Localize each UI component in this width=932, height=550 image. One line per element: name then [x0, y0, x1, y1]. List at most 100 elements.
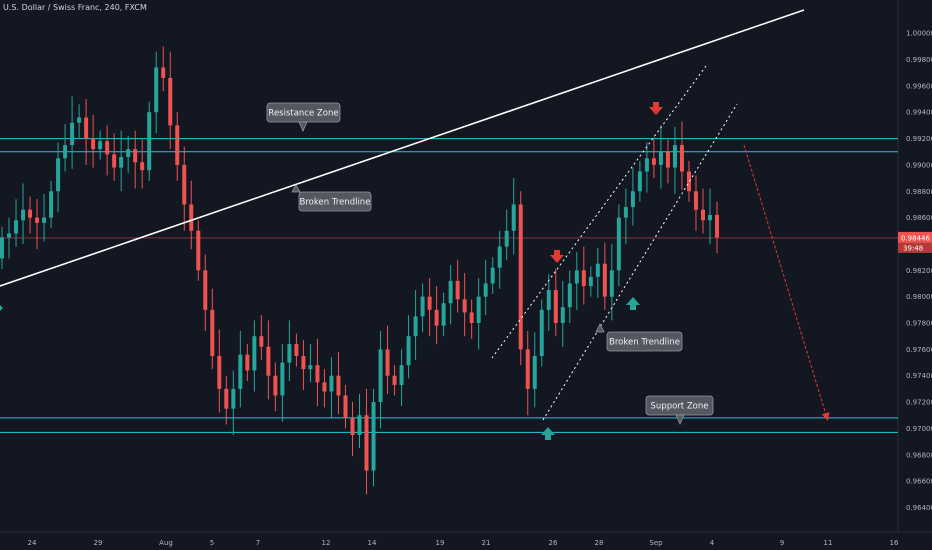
candle-body — [308, 365, 313, 370]
candle-body — [707, 214, 712, 221]
candle-body — [98, 141, 103, 150]
candle-body — [224, 388, 229, 409]
candle-body — [518, 204, 523, 350]
channel-trendline-callout: Broken Trendline — [595, 323, 683, 352]
candle-body — [553, 290, 558, 324]
candle-body — [357, 415, 362, 435]
x-tick-label: 9 — [780, 539, 784, 547]
x-tick-label: 16 — [890, 539, 899, 547]
candle-body — [420, 296, 425, 317]
x-tick-label: 21 — [482, 539, 491, 547]
candle-body — [126, 149, 131, 158]
candle-body — [21, 209, 26, 221]
broken-trendline-callout-label: Broken Trendline — [300, 198, 371, 208]
candle-body — [385, 349, 390, 376]
candle-body — [0, 237, 4, 259]
candle-body — [266, 346, 271, 376]
candle-body — [182, 164, 187, 205]
broken-trendline-long[interactable] — [0, 9, 805, 287]
candle-body — [280, 362, 285, 396]
candle-body — [112, 154, 117, 168]
countdown-box — [898, 242, 932, 253]
channel-trendline-callout-tail — [595, 323, 605, 333]
candle-body — [91, 138, 96, 150]
candle-body — [287, 344, 292, 363]
candle-body — [259, 336, 264, 347]
countdown-label: 39:48 — [903, 244, 923, 252]
candle-body — [644, 158, 649, 172]
candle-body — [637, 171, 642, 192]
candle-body — [343, 395, 348, 418]
candle-body — [434, 309, 439, 326]
candle-body — [14, 220, 19, 234]
x-tick-label: 28 — [595, 539, 604, 547]
candle-body — [665, 151, 670, 168]
candle-body — [231, 388, 236, 409]
projection-arrow[interactable] — [743, 144, 830, 421]
down-arrow-icon — [550, 250, 564, 263]
up-arrow-icon — [541, 427, 555, 440]
chart-title: U.S. Dollar / Swiss Franc, 240, FXCM — [3, 3, 147, 12]
up-arrow-icon — [626, 297, 640, 310]
candle-body — [56, 158, 61, 192]
trendlines[interactable] — [0, 9, 830, 421]
candle-body — [7, 233, 12, 238]
channel-lower-line[interactable] — [542, 103, 738, 421]
candle-body — [574, 270, 579, 284]
candle-body — [329, 375, 334, 392]
candle-body — [406, 336, 411, 366]
candle-body — [602, 263, 607, 297]
candle-body — [84, 117, 89, 139]
candle-body — [490, 267, 495, 284]
x-tick-label: 26 — [549, 539, 558, 547]
grid — [0, 0, 932, 533]
broken-trendline-callout: Broken Trendline — [291, 184, 372, 212]
candle-body — [371, 402, 376, 471]
candle-body — [469, 312, 474, 324]
candle-body — [413, 316, 418, 337]
x-tick-label: 29 — [94, 539, 103, 547]
last-price-box — [898, 231, 932, 243]
candle-body — [609, 270, 614, 297]
candle-body — [210, 309, 215, 356]
candle-body — [378, 349, 383, 403]
x-tick-label: Aug — [159, 539, 173, 547]
candle-body — [294, 344, 299, 356]
candle-body — [28, 209, 33, 218]
x-tick-label: 24 — [28, 539, 37, 547]
candle-body — [504, 230, 509, 247]
candle-body — [595, 263, 600, 277]
candle-body — [630, 191, 635, 208]
channel-trendline-callout-box — [606, 331, 683, 352]
candle-body — [616, 217, 621, 271]
candle-body — [301, 355, 306, 370]
candle-body — [273, 375, 278, 396]
candle-body — [105, 141, 110, 155]
candle-body — [70, 122, 75, 146]
last-price-label: 0.98446 — [901, 234, 930, 242]
candle-body — [441, 303, 446, 326]
candle-body — [476, 296, 481, 324]
channel-upper-line[interactable] — [491, 65, 707, 359]
support-zone-callout-label: Support Zone — [651, 402, 709, 412]
candle-body — [315, 365, 320, 383]
candle-body — [350, 417, 355, 435]
broken-trendline-callout-box — [298, 191, 372, 212]
candle-body — [49, 191, 54, 218]
x-tick-label: 4 — [710, 539, 715, 547]
candle-body — [686, 171, 691, 192]
resistance-zone-callout-label: Resistance Zone — [268, 109, 338, 119]
resistance-zone-callout-tail — [298, 121, 308, 132]
candle-body — [455, 280, 460, 300]
candle-body — [133, 149, 138, 163]
